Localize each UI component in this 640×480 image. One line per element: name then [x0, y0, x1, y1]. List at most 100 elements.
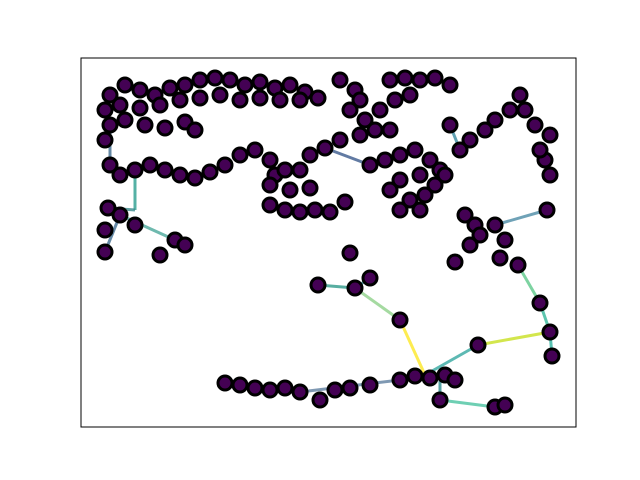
- node: [101, 156, 119, 174]
- node: [276, 201, 294, 219]
- node: [261, 196, 279, 214]
- node: [356, 111, 374, 129]
- node: [246, 379, 264, 397]
- edge: [398, 319, 427, 376]
- node: [306, 201, 324, 219]
- node: [126, 216, 144, 234]
- node: [411, 201, 429, 219]
- node: [301, 146, 319, 164]
- node: [186, 121, 204, 139]
- node: [291, 161, 309, 179]
- node: [326, 381, 344, 399]
- node: [126, 161, 144, 179]
- node: [371, 101, 389, 119]
- node: [491, 249, 509, 267]
- edge: [439, 398, 496, 409]
- edge: [424, 343, 479, 377]
- node: [451, 141, 469, 159]
- node: [111, 96, 129, 114]
- node: [161, 79, 179, 97]
- node: [216, 374, 234, 392]
- edge: [494, 208, 548, 227]
- node: [351, 91, 369, 109]
- node: [246, 141, 264, 159]
- node: [171, 166, 189, 184]
- node: [341, 101, 359, 119]
- node: [531, 294, 549, 312]
- node: [406, 367, 424, 385]
- node: [526, 116, 544, 134]
- node: [276, 379, 294, 397]
- node: [101, 86, 119, 104]
- node: [276, 161, 294, 179]
- node: [96, 131, 114, 149]
- edge: [354, 286, 401, 322]
- node: [231, 91, 249, 109]
- node: [541, 323, 559, 341]
- node: [361, 156, 379, 174]
- node: [321, 203, 339, 221]
- node: [361, 269, 379, 287]
- node: [501, 101, 519, 119]
- node: [151, 246, 169, 264]
- node: [311, 391, 329, 409]
- node: [541, 126, 559, 144]
- node: [131, 99, 149, 117]
- node: [341, 244, 359, 262]
- node: [431, 391, 449, 409]
- nodes: [96, 69, 561, 416]
- node: [411, 71, 429, 89]
- node: [331, 131, 349, 149]
- node: [281, 181, 299, 199]
- node: [386, 91, 404, 109]
- node: [391, 371, 409, 389]
- node: [99, 199, 117, 217]
- node: [281, 76, 299, 94]
- node: [531, 141, 549, 159]
- node: [96, 101, 114, 119]
- node: [151, 96, 169, 114]
- node: [461, 131, 479, 149]
- node: [401, 86, 419, 104]
- node: [291, 91, 309, 109]
- node: [176, 236, 194, 254]
- node: [416, 186, 434, 204]
- node: [156, 161, 174, 179]
- node: [191, 71, 209, 89]
- node: [441, 76, 459, 94]
- node: [421, 369, 439, 387]
- node: [211, 86, 229, 104]
- node: [391, 311, 409, 329]
- node: [186, 169, 204, 187]
- node: [136, 116, 154, 134]
- node: [221, 71, 239, 89]
- node: [509, 256, 527, 274]
- node: [116, 111, 134, 129]
- node: [216, 156, 234, 174]
- node: [331, 71, 349, 89]
- node: [426, 69, 444, 87]
- node: [96, 243, 114, 261]
- node: [116, 76, 134, 94]
- node: [111, 206, 129, 224]
- node: [496, 231, 514, 249]
- node: [361, 376, 379, 394]
- node: [461, 236, 479, 254]
- node: [401, 191, 419, 209]
- node: [231, 146, 249, 164]
- node: [231, 376, 249, 394]
- node: [351, 126, 369, 144]
- node: [366, 121, 384, 139]
- node: [446, 371, 464, 389]
- node: [469, 336, 487, 354]
- node: [101, 116, 119, 134]
- node: [496, 396, 514, 414]
- node: [541, 166, 559, 184]
- node: [301, 179, 319, 197]
- node: [111, 166, 129, 184]
- edge: [477, 330, 551, 347]
- node: [206, 69, 224, 87]
- node: [336, 193, 354, 211]
